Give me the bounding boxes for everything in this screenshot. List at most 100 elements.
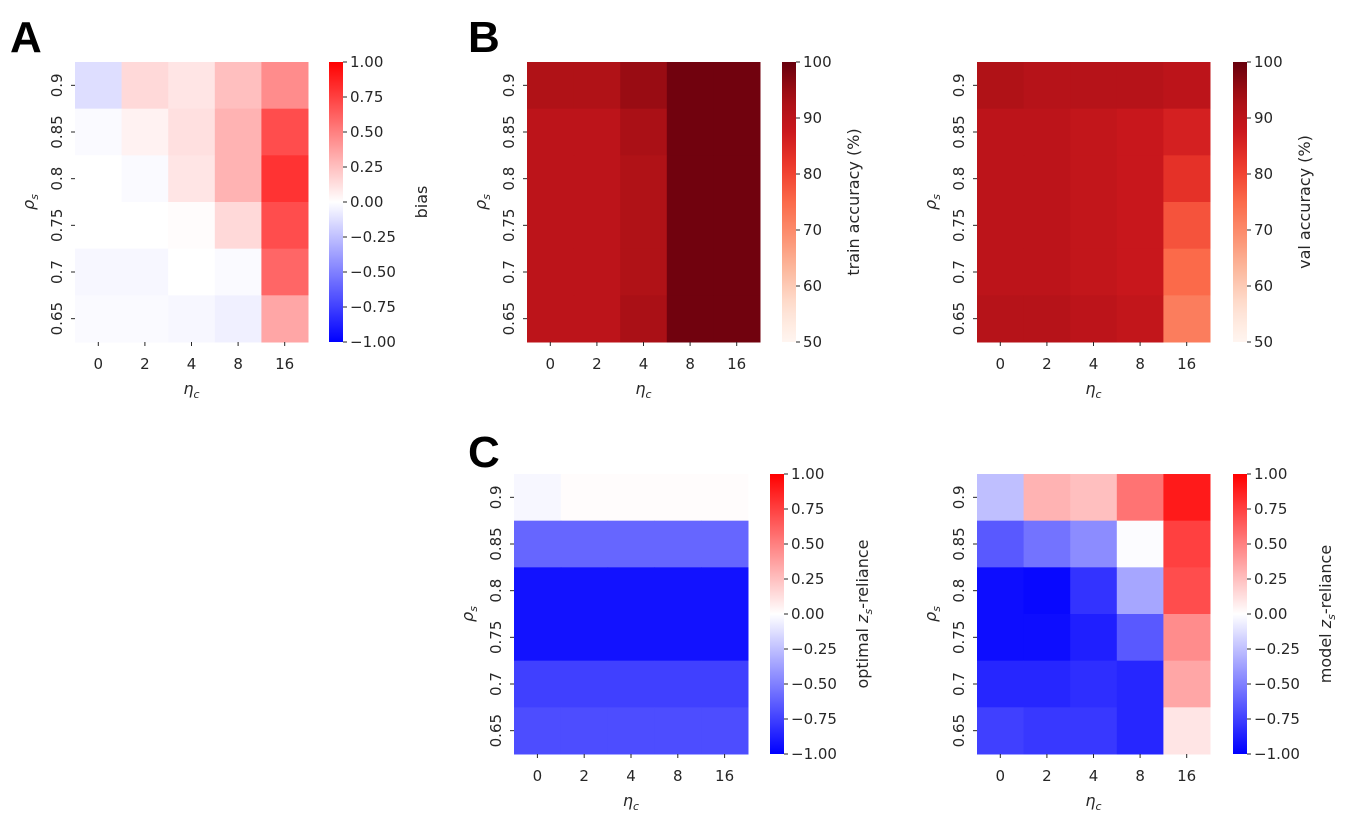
colorbar-tick-label: 70 [1254,221,1273,239]
heatmap-cell [654,660,702,708]
heatmap-bias: 0 2 4 8 16 0.9 0.85 0.8 0.75 0.7 0.65 ηc ρs 1.00 0.75 0… [19,53,431,401]
heatmap-cell [666,108,714,156]
y-tick-label: 0.85 [950,527,968,560]
heatmap-cell [701,474,749,522]
heatmap-cell [214,62,262,110]
heatmap-cell [1070,202,1118,250]
heatmap-val-accuracy: 0 2 4 8 16 0.9 0.85 0.8 0.75 0.7 0.65 ηc ρs 100 90 80 70… [921,53,1314,401]
x-tick-label: 4 [187,355,197,373]
heatmap-cell [1116,474,1164,522]
y-tick-label: 0.7 [487,672,505,696]
heatmap-cell [1070,707,1118,755]
heatmap-cell [1070,520,1118,568]
heatmap-cell [214,248,262,296]
heatmap-cell [713,62,761,110]
colorbar-tick-label: 80 [1254,165,1273,183]
heatmap-cell [654,614,702,662]
x-tick-label: 8 [673,767,683,785]
x-tick-label: 16 [1177,355,1196,373]
heatmap-cell [666,248,714,296]
heatmap-cell [261,108,309,156]
panel-letter-c: C [468,428,500,477]
heatmap-cell [514,567,562,615]
x-tick-label: 2 [579,767,589,785]
x-tick-label: 0 [996,767,1006,785]
heatmap-cell [1116,248,1164,296]
colorbar-tick-label: 0.00 [350,193,383,211]
heatmap-cell [1163,567,1211,615]
heatmap-cell [214,202,262,250]
x-tick-label: 8 [233,355,243,373]
y-tick-label: 0.85 [48,115,66,148]
colorbar-tick-label: 70 [803,221,822,239]
colorbar-tick-label: −1.00 [791,745,837,763]
heatmap-cell [977,108,1025,156]
colorbar-tick-label: −0.75 [1254,710,1300,728]
colorbar-tick-label: 1.00 [1254,465,1287,483]
heatmap-cell [121,62,169,110]
x-tick-label: 2 [1042,767,1052,785]
colorbar-tick-label: 0.00 [1254,605,1287,623]
heatmap-cell [620,62,668,110]
colorbar-tick-label: 0.25 [791,570,824,588]
heatmap-cell [527,108,575,156]
heatmap-cell [1070,474,1118,522]
y-tick-label: 0.75 [950,209,968,242]
x-tick-label: 0 [996,355,1006,373]
colorbar-tick-label: −0.75 [350,298,396,316]
heatmap-cell [1116,614,1164,662]
heatmap-cell [214,155,262,203]
heatmap-cell [121,248,169,296]
heatmap-cell [560,660,609,708]
colorbar-tick-label: 0.75 [791,500,824,518]
heatmap-cell [261,62,309,110]
heatmap-cell [1070,108,1118,156]
colorbar-tick-label: 60 [1254,277,1273,295]
y-tick-label: 0.65 [48,302,66,335]
heatmap-cell [977,248,1025,296]
heatmap-cell [977,567,1025,615]
colorbar-tick-label: −0.50 [350,263,396,281]
y-tick-label: 0.65 [487,714,505,747]
heatmap-cell [1070,295,1118,343]
x-axis-label: ηc [635,379,651,401]
heatmap-cell [1116,295,1164,343]
heatmap-cell [1163,108,1211,156]
heatmap-cell [527,202,575,250]
colorbar-tick-label: 60 [803,277,822,295]
heatmap-cell [713,108,761,156]
y-tick-label: 0.8 [48,167,66,191]
heatmap-cell [573,62,621,110]
y-tick-label: 0.8 [500,167,518,191]
y-tick-label: 0.9 [950,485,968,509]
heatmap-cell [1023,295,1071,343]
heatmap-cell [1163,248,1211,296]
heatmap-cell [654,520,702,568]
colorbar-tick-label: 0.50 [791,535,824,553]
heatmap-cell [607,567,655,615]
colorbar-tick-label: 90 [1254,109,1273,127]
y-tick-label: 0.9 [48,73,66,97]
colorbar-tick-label: 0.50 [1254,535,1287,553]
heatmap-cell [1070,248,1118,296]
heatmap-cell [573,295,621,343]
colorbar-tick-label: 90 [803,109,822,127]
heatmap-cell [527,295,575,343]
y-tick-label: 0.85 [950,115,968,148]
y-tick-label: 0.7 [48,260,66,284]
heatmap-cell [1163,295,1211,343]
colorbar-tick-label: 1.00 [350,53,383,71]
heatmap-cell [75,108,123,156]
heatmap-cell [1070,62,1118,110]
heatmap-cell [701,567,749,615]
colorbar-tick-label: 0.00 [791,605,824,623]
heatmap-cell [121,295,169,343]
heatmap-cell [607,614,655,662]
colorbar-tick-label: 50 [803,333,822,351]
colorbar-tick-label: −1.00 [1254,745,1300,763]
x-tick-label: 0 [533,767,543,785]
heatmap-cell [977,520,1025,568]
x-tick-label: 2 [592,355,602,373]
x-axis-label: ηc [623,791,639,813]
heatmap-cell [527,62,575,110]
